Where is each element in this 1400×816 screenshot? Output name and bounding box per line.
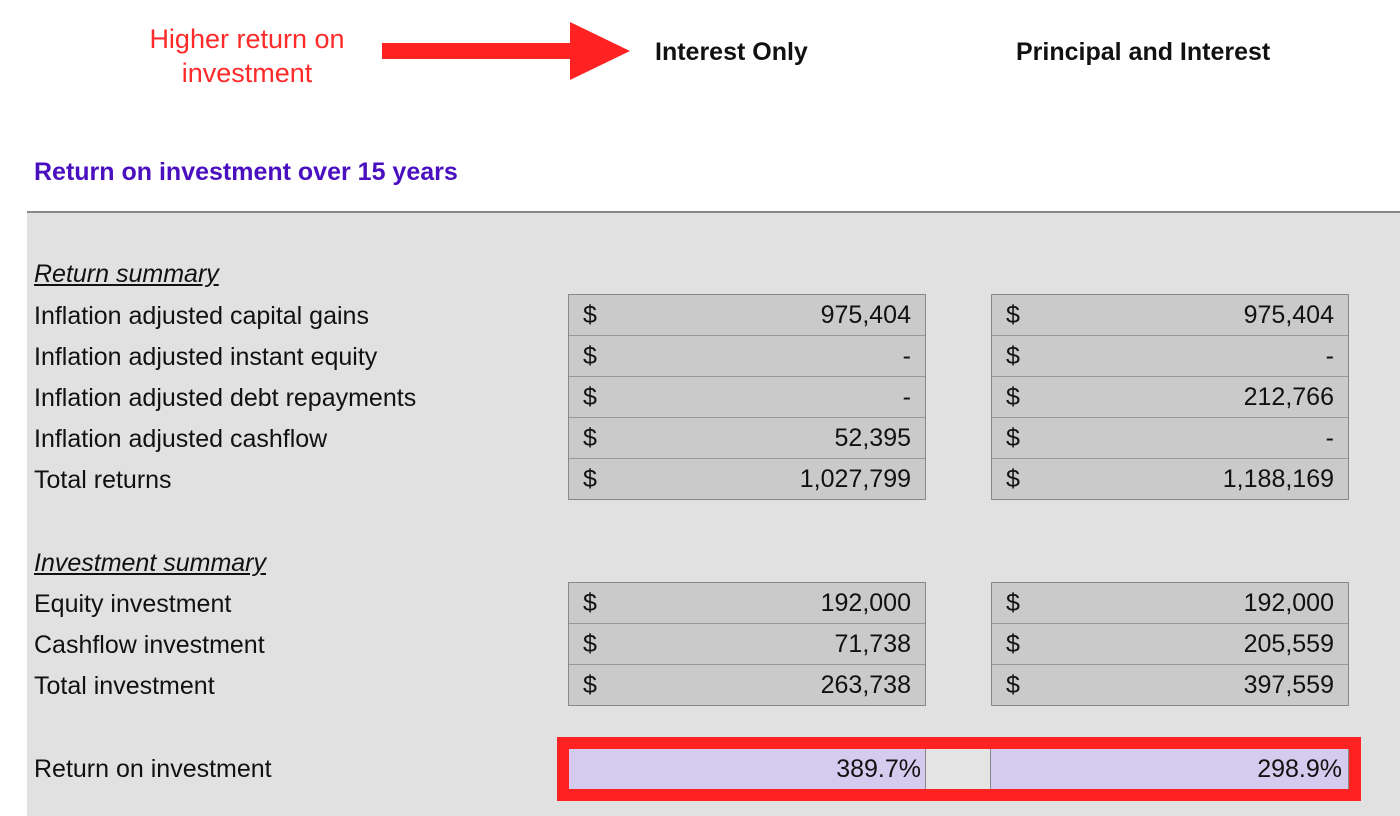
row-label: Cashflow investment [34, 631, 265, 659]
column-header-interest-only: Interest Only [655, 38, 808, 66]
table-row: $1,188,169 [992, 459, 1348, 500]
cell-value[interactable]: - [902, 342, 911, 370]
roi-spacer-cell [926, 749, 991, 789]
currency-symbol: $ [1006, 301, 1020, 329]
cell-value[interactable]: 263,738 [820, 671, 911, 699]
currency-symbol: $ [583, 589, 597, 617]
table-row: $1,027,799 [569, 459, 925, 500]
return-summary-principal-and-interest: $975,404 $ - $212,766 $ - $1,188,169 [991, 294, 1349, 500]
table-row: $52,395 [569, 418, 925, 459]
currency-symbol: $ [1006, 424, 1020, 452]
row-label: Total returns [34, 466, 172, 494]
cell-value[interactable]: 975,404 [1243, 301, 1334, 329]
cell-value[interactable]: 212,766 [1243, 383, 1334, 411]
currency-symbol: $ [583, 671, 597, 699]
table-row: $397,559 [992, 665, 1348, 706]
cell-value[interactable]: 192,000 [1243, 589, 1334, 617]
cell-value[interactable]: 1,188,169 [1222, 465, 1334, 493]
investment-summary-interest-only: $192,000 $71,738 $263,738 [568, 582, 926, 706]
currency-symbol: $ [583, 424, 597, 452]
currency-symbol: $ [1006, 383, 1020, 411]
table-row: $263,738 [569, 665, 925, 706]
table-row: $192,000 [569, 583, 925, 624]
currency-symbol: $ [1006, 589, 1020, 617]
table-row: $205,559 [992, 624, 1348, 665]
currency-symbol: $ [1006, 671, 1020, 699]
row-label: Inflation adjusted capital gains [34, 302, 369, 330]
table-row: $975,404 [992, 295, 1348, 336]
table-row: $ - [569, 377, 925, 418]
currency-symbol: $ [583, 301, 597, 329]
cell-value[interactable]: 397,559 [1243, 671, 1334, 699]
table-row: $ - [992, 418, 1348, 459]
right-arrow-icon [382, 22, 630, 80]
cell-value[interactable]: 71,738 [834, 630, 911, 658]
row-label: Equity investment [34, 590, 232, 618]
table-row: $975,404 [569, 295, 925, 336]
roi-interest-only[interactable]: 389.7% [569, 749, 926, 789]
table-row: $192,000 [992, 583, 1348, 624]
currency-symbol: $ [583, 630, 597, 658]
table-row: $ - [569, 336, 925, 377]
cell-value[interactable]: 1,027,799 [799, 465, 911, 493]
currency-symbol: $ [583, 342, 597, 370]
cell-value[interactable]: - [1325, 342, 1334, 370]
return-summary-interest-only: $975,404 $ - $ - $52,395 $1,027,799 [568, 294, 926, 500]
row-label: Total investment [34, 672, 215, 700]
investment-summary-heading: Investment summary [34, 549, 267, 577]
table-row: $ - [992, 336, 1348, 377]
annotation-line-1: Higher return on [149, 24, 345, 54]
cell-value[interactable]: - [902, 383, 911, 411]
section-title: Return on investment over 15 years [34, 158, 458, 186]
row-label: Inflation adjusted instant equity [34, 343, 378, 371]
roi-label: Return on investment [34, 755, 272, 783]
currency-symbol: $ [1006, 465, 1020, 493]
return-summary-heading: Return summary [34, 260, 219, 288]
table-row: $71,738 [569, 624, 925, 665]
cell-value[interactable]: 52,395 [834, 424, 911, 452]
row-label: Inflation adjusted cashflow [34, 425, 328, 453]
annotation-text: Higher return on investment [112, 22, 382, 90]
currency-symbol: $ [583, 383, 597, 411]
investment-summary-principal-and-interest: $192,000 $205,559 $397,559 [991, 582, 1349, 706]
roi-principal-and-interest[interactable]: 298.9% [991, 749, 1349, 789]
cell-value[interactable]: 192,000 [820, 589, 911, 617]
table-row: $212,766 [992, 377, 1348, 418]
currency-symbol: $ [583, 465, 597, 493]
cell-value[interactable]: 975,404 [820, 301, 911, 329]
annotation-line-2: investment [181, 58, 313, 88]
cell-value[interactable]: - [1325, 424, 1334, 452]
currency-symbol: $ [1006, 630, 1020, 658]
currency-symbol: $ [1006, 342, 1020, 370]
row-label: Inflation adjusted debt repayments [34, 384, 417, 412]
cell-value[interactable]: 205,559 [1243, 630, 1334, 658]
column-header-principal-and-interest: Principal and Interest [1016, 38, 1271, 66]
